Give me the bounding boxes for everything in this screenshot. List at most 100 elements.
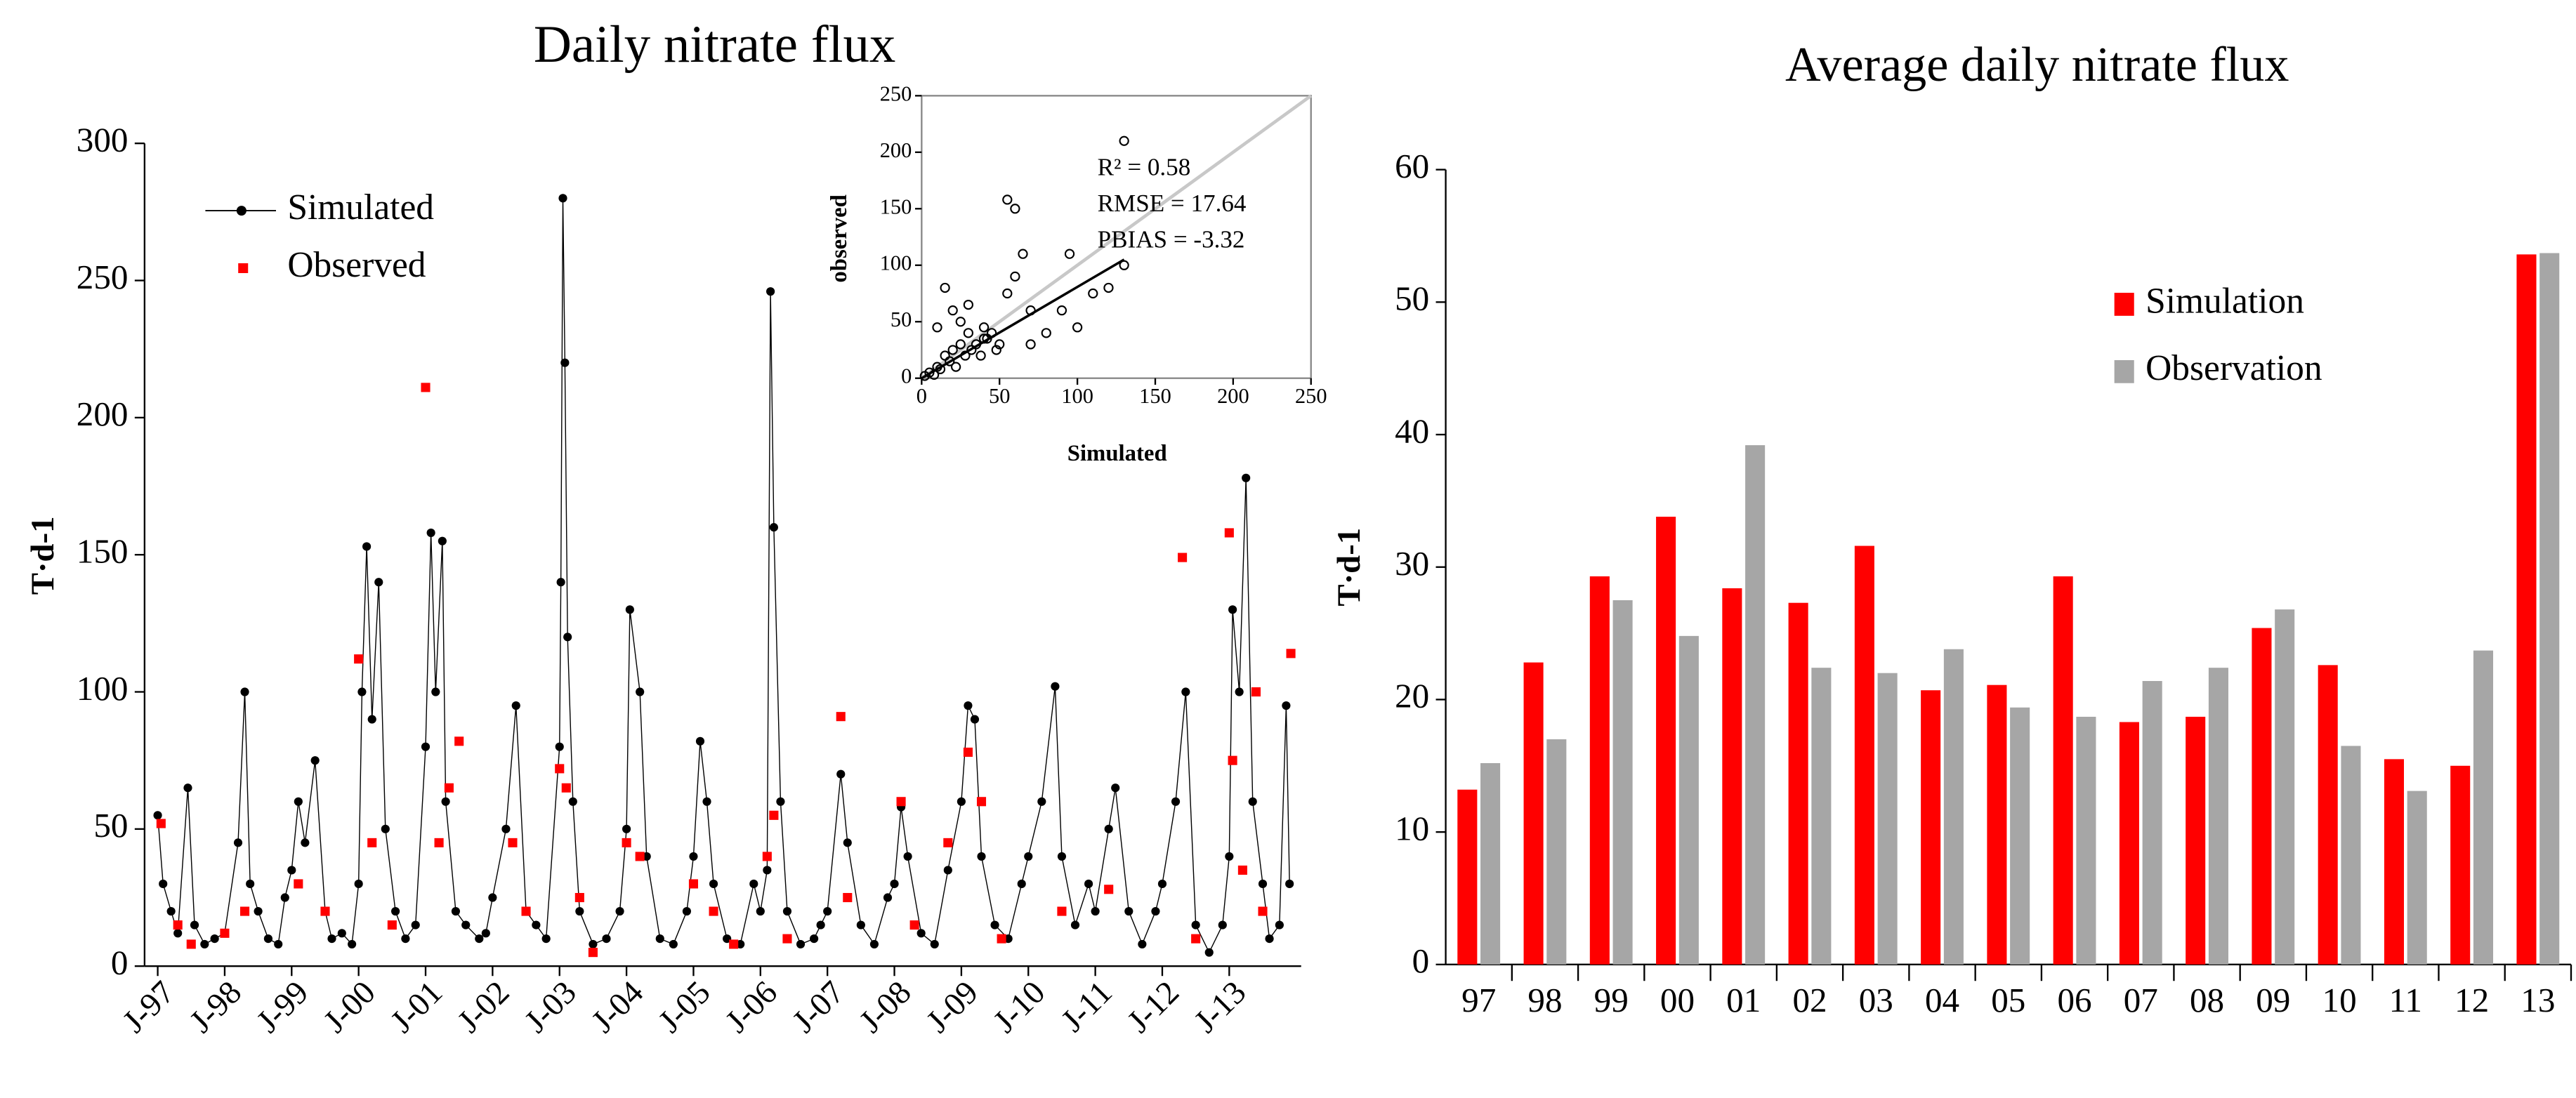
observed-point [454,736,464,746]
scatter-point [994,339,1005,350]
bar [2010,707,2030,965]
simulated-point [1070,920,1080,930]
x-tick-label: 0 [916,384,927,408]
simulated-point [560,358,570,367]
simulated-point [856,920,865,930]
simulated-point [1138,939,1147,949]
scatter-point [955,317,966,327]
x-tick-label: 50 [989,384,1010,408]
observed-point [1057,906,1067,916]
bar [2318,665,2338,965]
simulated-point [1282,701,1291,710]
simulated-point [555,742,564,751]
legend-label: Simulation [2145,281,2304,321]
observed-point [782,934,792,944]
observed-point [421,383,431,392]
simulated-point [1037,797,1046,806]
simulated-point [1225,852,1234,861]
simulated-point [575,906,584,916]
bar [1877,673,1898,965]
x-tick-label: J-07 [786,974,852,1040]
observed-point [561,783,571,793]
simulated-point [240,687,249,696]
x-tick-label: J-99 [250,974,316,1040]
simulated-point [190,920,199,930]
simulated-point [1171,797,1181,806]
simulated-point [1051,682,1060,691]
observed-point [588,948,598,958]
bar [1811,668,1832,965]
simulated-point [438,536,447,545]
y-tick-label: 300 [77,120,129,159]
bar [2142,681,2162,965]
observed-point [387,920,397,930]
simulated-point [709,879,718,889]
bar [2450,765,2471,965]
bar [1523,662,1544,965]
simulated-point [568,797,577,806]
simulated-point [970,715,980,724]
bar [1589,576,1610,965]
simulated-point [381,824,390,833]
x-tick-label: J-02 [451,974,517,1040]
legend-swatch [2114,359,2134,383]
fit-line [921,258,1125,380]
chart-title: Daily nitrate flux [534,15,895,74]
simulated-point [287,866,296,875]
y-tick-label: 200 [77,395,129,433]
bar [1656,517,1676,965]
simulated-point [183,783,192,793]
simulated-point [1265,934,1274,944]
x-tick-label: J-11 [1054,974,1119,1039]
x-tick-label: 05 [1991,981,2025,1019]
x-tick-label: 150 [1139,384,1171,408]
simulated-point [843,838,852,847]
bar [2119,722,2139,965]
simulated-point [310,756,320,765]
bar [1612,600,1633,965]
simulated-point [816,920,825,930]
simulated-point [1242,473,1251,482]
simulated-point [776,797,785,806]
simulated-point [348,939,357,949]
simulated-point [749,879,758,889]
y-tick-label: 30 [1395,544,1429,583]
y-tick-label: 150 [77,531,129,570]
y-tick-label: 50 [1395,279,1429,318]
observed-point [434,838,444,847]
simulated-point [532,920,541,930]
observed-point [622,838,631,847]
y-tick-label: 250 [880,81,912,105]
simulated-point [411,920,420,930]
observed-point [1191,934,1201,944]
scatter-point [955,339,966,350]
simulated-point [294,797,303,806]
y-tick-label: 50 [891,307,912,331]
observed-point [156,819,166,828]
simulated-point [451,906,461,916]
simulated-point [883,893,893,902]
simulated-point [1111,783,1120,793]
simulated-point [890,879,899,889]
observed-point [762,852,772,861]
simulated-point [702,797,711,806]
simulated-point [1285,879,1294,889]
x-tick-label: 01 [1726,981,1761,1019]
bar [1943,649,1964,965]
observed-point [555,764,565,774]
bar [1480,763,1501,965]
simulated-point [426,528,435,538]
observed-point [909,920,919,930]
simulated-point [1204,948,1214,957]
y-tick-label: 200 [880,138,912,162]
bar [2053,576,2073,965]
legend-label: Simulated [287,187,434,227]
simulated-point [556,578,565,587]
observed-point [444,783,454,793]
scatter-point [1002,288,1013,299]
y-tick-label: 50 [93,806,128,845]
x-tick-label: J-05 [652,974,718,1040]
annotation: RMSE = 17.64 [1098,190,1247,217]
simulated-point [689,852,698,861]
